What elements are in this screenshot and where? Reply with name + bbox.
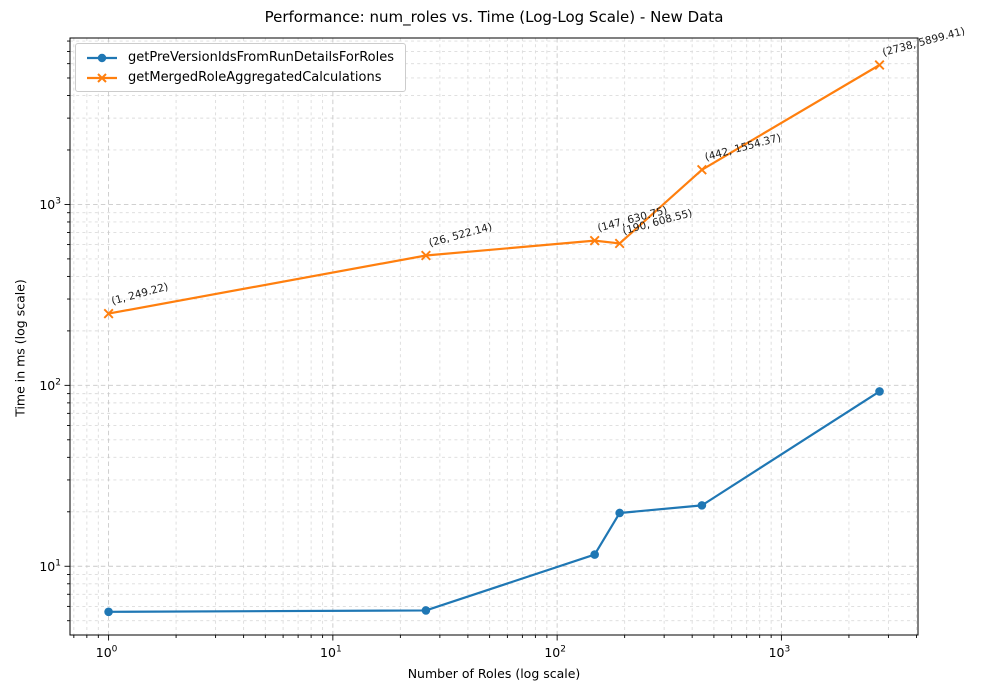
data-point-circle	[875, 387, 884, 396]
data-point-circle	[590, 550, 599, 559]
legend: getPreVersionIdsFromRunDetailsForRoles g…	[75, 43, 406, 92]
data-point-circle	[697, 501, 707, 510]
line-x-marker-icon	[87, 72, 117, 83]
data-point-x	[696, 164, 707, 175]
data-point-circle	[104, 607, 113, 617]
data-point-circle	[421, 606, 431, 615]
tick-marks	[64, 40, 917, 641]
x-tick-label: 100	[96, 645, 118, 661]
data-point-x	[420, 250, 431, 261]
point-annotation: (442, 1554.37)	[704, 132, 783, 164]
x-tick-label: 101	[320, 645, 342, 661]
data-point-x	[103, 308, 114, 319]
x-axis-label: Number of Roles (log scale)	[407, 666, 581, 681]
tick-labels: 100 101 102 103 101 102 103	[39, 196, 790, 660]
legend-item-orange-series: getMergedRoleAggregatedCalculations	[85, 70, 394, 85]
y-tick-label: 103	[39, 196, 61, 212]
y-tick-label: 101	[39, 558, 61, 574]
data-point-x	[589, 235, 600, 246]
y-tick-label: 102	[39, 377, 61, 393]
chart-title: Performance: num_roles vs. Time (Log-Log…	[264, 8, 724, 26]
major-grid	[70, 38, 918, 635]
legend-label-orange-series: getMergedRoleAggregatedCalculations	[128, 70, 382, 85]
data-point-circle	[615, 508, 624, 518]
y-axis-label: Time in ms (log scale)	[12, 279, 28, 417]
line-circle-marker-icon	[87, 53, 117, 62]
data-point-x	[614, 238, 625, 249]
minor-grid	[70, 38, 918, 635]
legend-label-blue-series: getPreVersionIdsFromRunDetailsForRoles	[128, 50, 394, 65]
data-point-x	[874, 60, 885, 70]
point-annotation: (26, 522.14)	[428, 221, 494, 249]
x-tick-label: 103	[769, 645, 791, 661]
x-tick-label: 102	[544, 645, 566, 661]
series-line	[108, 390, 881, 613]
series-line	[108, 64, 881, 315]
legend-item-blue-series: getPreVersionIdsFromRunDetailsForRoles	[85, 50, 394, 65]
series-getPreVersionIdsFromRunDetailsForRoles	[104, 387, 884, 617]
point-annotation: (2738, 5899.41)	[881, 25, 966, 59]
axes-spines	[69, 37, 919, 636]
